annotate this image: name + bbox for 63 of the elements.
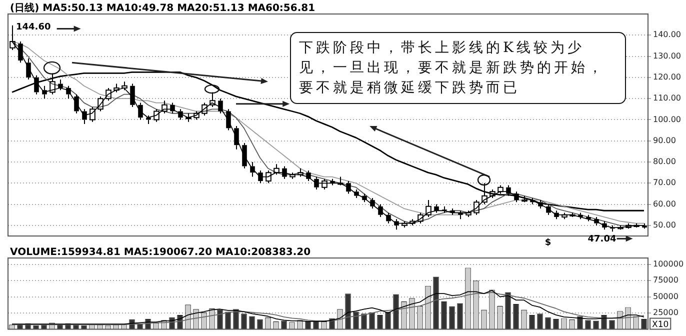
y-tick-label: 80.00 xyxy=(653,157,676,166)
candlestick xyxy=(74,94,79,114)
candlestick xyxy=(578,212,583,220)
candlestick xyxy=(330,178,335,186)
candlestick xyxy=(346,180,351,194)
candlestick xyxy=(26,58,31,80)
y-tick-label: 100.00 xyxy=(653,114,681,124)
y-tick-label: 90.00 xyxy=(653,136,676,145)
candlestick xyxy=(442,206,447,214)
annotation: 下跌阶段中，带长上影线的K线较为少见，一旦出现，要不就是新跌势的开始，要不就是稍微延缓下跌势而已 xyxy=(290,32,626,104)
candlestick xyxy=(58,79,63,91)
candlestick xyxy=(138,102,143,120)
candlestick xyxy=(530,197,535,205)
candlestick xyxy=(82,108,87,124)
candlestick xyxy=(130,83,135,108)
text: $ xyxy=(544,238,552,248)
candlestick xyxy=(378,204,383,218)
candlestick xyxy=(434,204,439,214)
candlestick xyxy=(482,182,488,205)
candlestick xyxy=(250,162,255,178)
candlestick xyxy=(154,108,160,122)
y-tick-label: 70.00 xyxy=(653,178,676,188)
y-tick-label: 75000 xyxy=(653,276,678,285)
candlestick xyxy=(314,176,319,190)
y-tick-label: 50.00 xyxy=(653,220,676,230)
y-tick-label: 140.00 xyxy=(653,30,681,40)
candlestick xyxy=(66,85,71,100)
text: X10 xyxy=(652,320,669,330)
candlestick xyxy=(234,126,239,150)
candlestick xyxy=(362,193,367,203)
y-tick-label: 110.00 xyxy=(653,94,681,103)
candlestick xyxy=(506,184,511,196)
y-tick-label: 25000 xyxy=(653,308,678,318)
chart-title: VOLUME:159934.81 MA5:190067.20 MA10:208383.20 xyxy=(10,247,311,258)
y-tick-label: 120.00 xyxy=(653,72,681,82)
candlestick xyxy=(146,114,151,124)
candlestick xyxy=(586,214,591,222)
candlestick xyxy=(418,212,424,224)
candlestick xyxy=(306,170,311,182)
candlestick xyxy=(370,197,375,210)
candlestick xyxy=(226,108,231,131)
candlestick xyxy=(450,208,455,216)
y-tick-label: 130.00 xyxy=(653,51,681,60)
candlestick xyxy=(354,188,359,198)
candlestick xyxy=(210,92,216,108)
candlestick xyxy=(218,98,223,114)
candlestick xyxy=(242,142,247,169)
candlestick xyxy=(170,102,175,114)
chart-title: (日线) MA5:50.13 MA10:49.78 MA20:51.13 MA60:56.81 xyxy=(10,2,316,14)
candlestick xyxy=(178,108,183,120)
candlestick xyxy=(554,210,559,220)
candlestick xyxy=(458,210,463,220)
candlestick xyxy=(42,85,47,100)
y-tick-label: 50000 xyxy=(653,292,678,301)
candlestick xyxy=(282,166,287,180)
y-tick-label: 60.00 xyxy=(653,199,676,208)
candlestick xyxy=(514,191,519,203)
candlestick xyxy=(258,170,263,184)
y-tick-label: 100000 xyxy=(653,260,684,269)
annotation: 47.04 xyxy=(588,234,616,245)
annotation: 144.60 xyxy=(16,22,51,32)
candlestick xyxy=(386,212,391,224)
candlestick xyxy=(34,74,39,95)
